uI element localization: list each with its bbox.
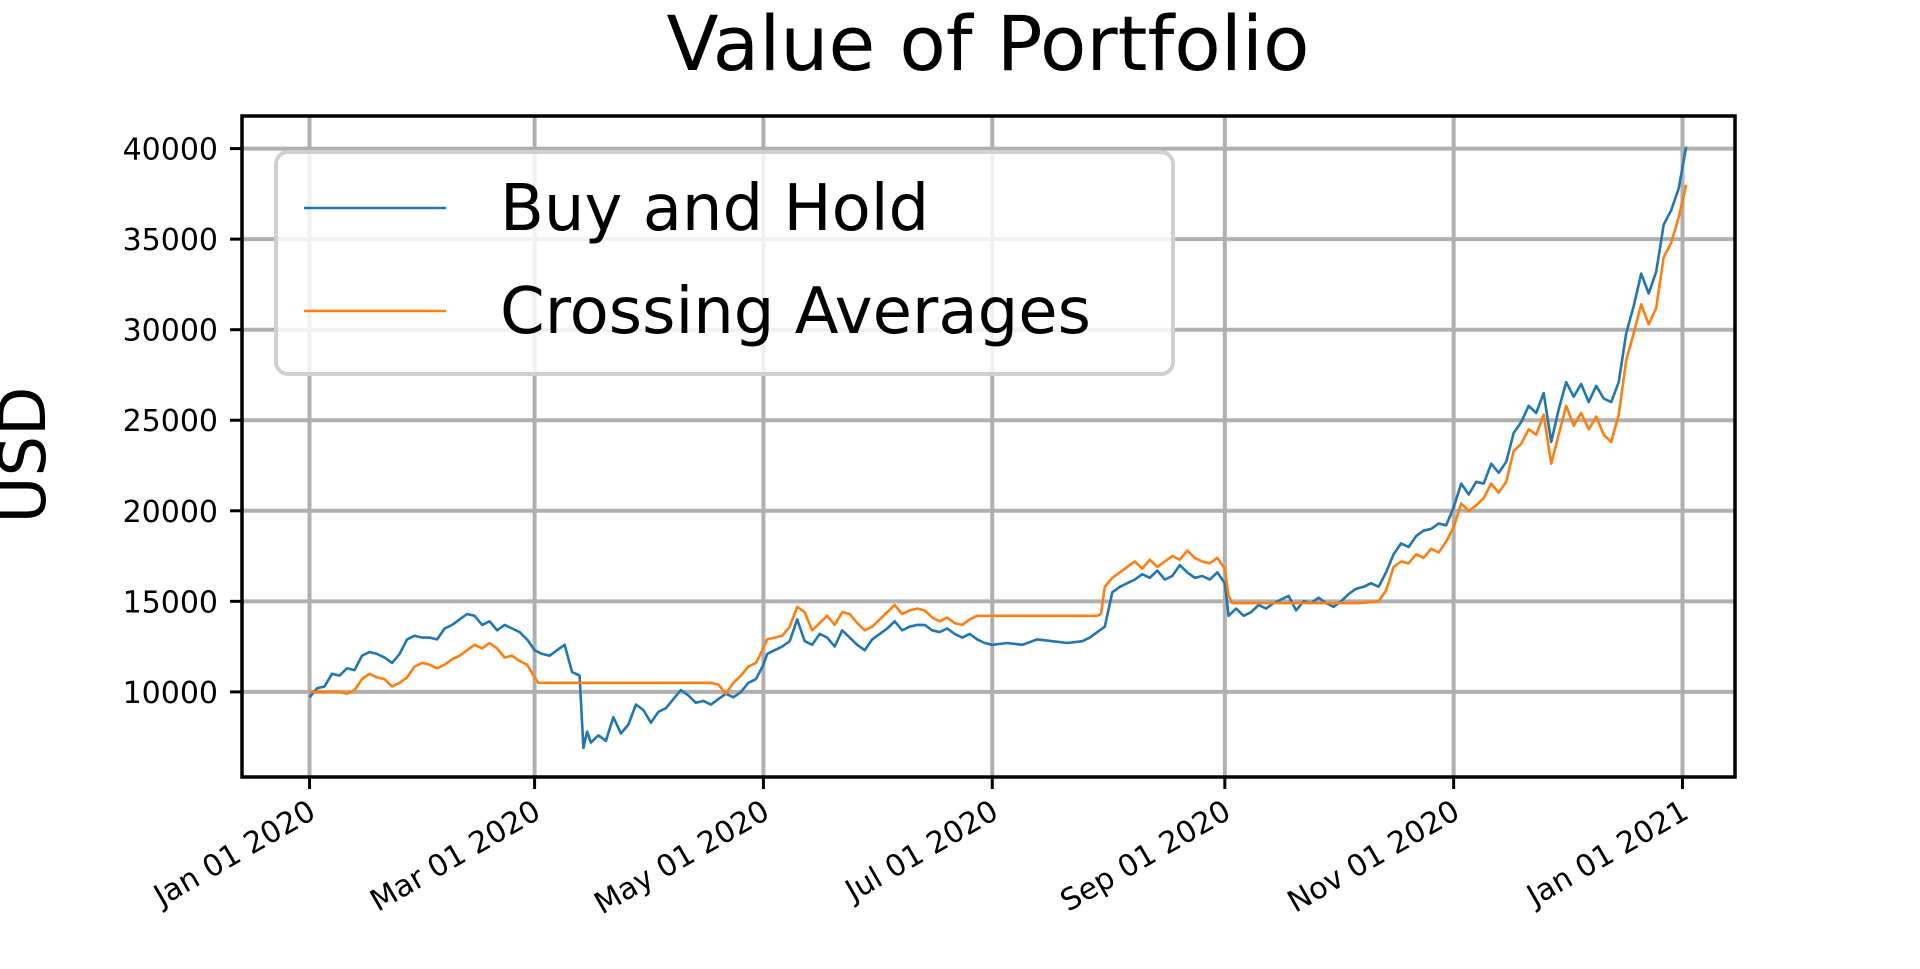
series-line-crossing-averages xyxy=(309,184,1688,695)
y-axis-label: USD xyxy=(0,387,61,524)
y-tick-label: 15000 xyxy=(123,585,218,620)
legend-label-crossing-averages: Crossing Averages xyxy=(500,275,1091,349)
series-lines xyxy=(308,146,1688,750)
plot-frame xyxy=(240,114,1737,779)
legend: Buy and Hold Crossing Averages xyxy=(274,150,1175,376)
chart-title: Value of Portfolio xyxy=(667,0,1310,88)
series-line-buy-and-hold xyxy=(308,146,1688,750)
y-tick-label: 30000 xyxy=(123,314,218,349)
y-tick-label: 40000 xyxy=(123,133,218,168)
y-tick-label: 25000 xyxy=(123,404,218,439)
legend-box xyxy=(274,150,1175,376)
y-tick-label: 35000 xyxy=(123,223,218,258)
legend-label-buy-and-hold: Buy and Hold xyxy=(500,172,929,246)
y-tick-label: 20000 xyxy=(123,495,218,530)
y-tick-label: 10000 xyxy=(123,676,218,711)
